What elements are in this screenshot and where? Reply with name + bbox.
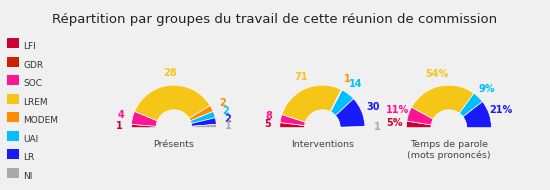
Wedge shape [190, 111, 215, 124]
Text: Répartition par groupes du travail de cette réunion de commission: Répartition par groupes du travail de ce… [52, 13, 498, 26]
Wedge shape [340, 127, 365, 128]
Text: Interventions: Interventions [291, 140, 354, 149]
Bar [8, 57, 19, 66]
Text: 8: 8 [266, 111, 273, 121]
Text: Présents: Présents [153, 140, 194, 149]
Text: LREM: LREM [23, 98, 48, 107]
Text: GDR: GDR [23, 61, 43, 70]
Bar [8, 94, 19, 104]
Wedge shape [407, 107, 433, 125]
Text: 21%: 21% [489, 105, 512, 115]
Text: 5: 5 [265, 119, 271, 129]
Bar [8, 149, 19, 159]
Wedge shape [336, 99, 365, 127]
Text: 11%: 11% [386, 105, 409, 115]
Wedge shape [192, 124, 217, 128]
Text: MODEM: MODEM [23, 116, 58, 125]
Text: 4: 4 [118, 110, 124, 120]
Wedge shape [280, 123, 305, 128]
Bar [8, 168, 19, 178]
Text: 9%: 9% [478, 84, 495, 93]
Text: LFI: LFI [23, 42, 36, 51]
Wedge shape [189, 105, 213, 121]
Text: LR: LR [23, 154, 35, 162]
Bar [8, 131, 19, 141]
Text: 71: 71 [294, 72, 308, 82]
Wedge shape [406, 121, 431, 128]
Text: SOC: SOC [23, 79, 42, 88]
Wedge shape [459, 93, 482, 117]
Text: 54%: 54% [425, 70, 449, 79]
Wedge shape [463, 102, 492, 128]
Wedge shape [131, 124, 156, 128]
Wedge shape [280, 115, 305, 126]
Bar [8, 38, 19, 48]
Text: 1: 1 [344, 74, 350, 84]
Wedge shape [331, 89, 342, 112]
Text: 2: 2 [219, 98, 226, 108]
Text: 2: 2 [224, 114, 231, 124]
Wedge shape [282, 85, 341, 122]
Text: 28: 28 [163, 68, 177, 78]
Text: UAI: UAI [23, 135, 38, 144]
Wedge shape [331, 90, 354, 116]
Text: Temps de parole
(mots prononcés): Temps de parole (mots prononcés) [407, 140, 491, 160]
Text: 1: 1 [116, 120, 123, 131]
Text: NI: NI [23, 172, 32, 181]
Text: 5%: 5% [386, 118, 403, 128]
Wedge shape [131, 111, 157, 126]
Text: 14: 14 [349, 79, 362, 89]
Text: 1: 1 [225, 120, 232, 131]
Wedge shape [191, 118, 216, 126]
Wedge shape [135, 85, 210, 121]
Bar [8, 112, 19, 122]
Text: 1: 1 [373, 122, 380, 132]
Bar [8, 75, 19, 85]
Text: 30: 30 [366, 102, 379, 112]
Wedge shape [411, 85, 474, 119]
Text: 2: 2 [222, 106, 229, 116]
